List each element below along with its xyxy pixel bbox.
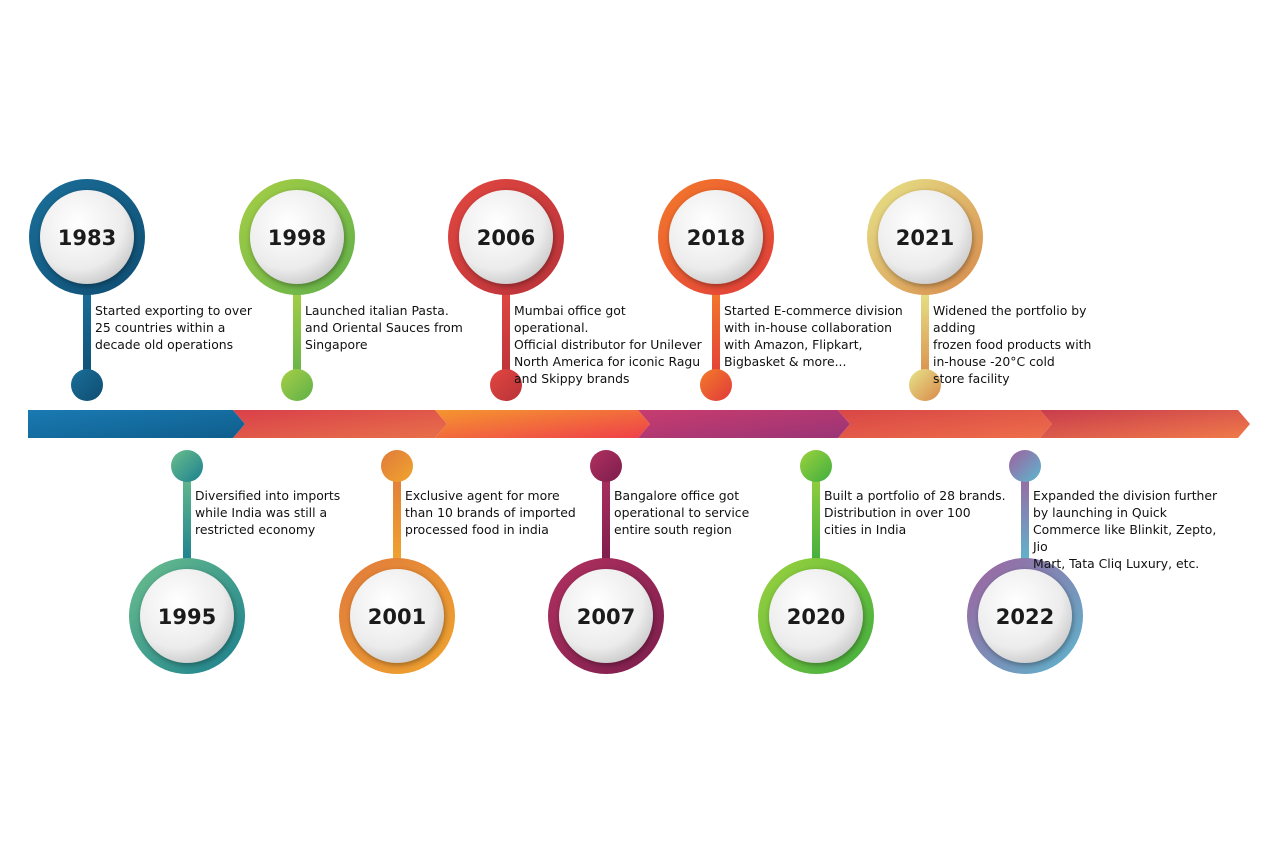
arrow-segment: [638, 410, 850, 438]
milestone-2018: 2018: [658, 179, 774, 401]
milestone-description: Bangalore office got operational to serv…: [614, 488, 750, 537]
milestone-description: Mumbai office got operational. Official …: [514, 303, 702, 386]
milestones: 1983 1995 1998 2001 2006 2007 2018 2020 2021 2022: [29, 179, 1083, 674]
milestone-2022: 2022: [967, 450, 1083, 674]
arrow-segment: [1040, 410, 1250, 438]
year-label: 2021: [896, 226, 954, 250]
connector-stem: [502, 287, 510, 385]
milestone-1998: 1998: [239, 179, 355, 401]
connector-stem: [602, 466, 610, 566]
year-label: 1998: [268, 226, 326, 250]
year-disc: [878, 190, 972, 284]
milestone-description: Diversified into imports while India was…: [195, 488, 341, 537]
milestone-1995: 1995: [129, 450, 245, 674]
milestone-description: Widened the portfolio by adding frozen f…: [933, 303, 1092, 386]
milestone-description: Started exporting to over 25 countries w…: [95, 303, 252, 352]
milestone-2020: 2020: [758, 450, 874, 674]
year-disc: [250, 190, 344, 284]
year-disc: [669, 190, 763, 284]
milestone-2006: 2006: [448, 179, 564, 401]
milestone-1983: 1983: [29, 179, 145, 401]
connector-stem: [183, 466, 191, 566]
year-label: 2006: [477, 226, 535, 250]
connector-dot: [800, 450, 832, 482]
year-disc: [978, 569, 1072, 663]
year-label: 1983: [58, 226, 116, 250]
milestone-description: Exclusive agent for more than 10 brands …: [405, 488, 576, 537]
year-label: 2018: [687, 226, 745, 250]
arrow-segment: [28, 410, 245, 438]
arrow-segment: [838, 410, 1052, 438]
year-disc: [559, 569, 653, 663]
year-label: 2022: [996, 605, 1054, 629]
connector-stem: [393, 466, 401, 566]
connector-stem: [293, 287, 301, 385]
year-label: 2020: [787, 605, 845, 629]
year-disc: [140, 569, 234, 663]
milestone-2021: 2021: [867, 179, 983, 401]
connector-stem: [1021, 466, 1029, 566]
connector-stem: [712, 287, 720, 385]
milestone-description: Expanded the division further by launchi…: [1033, 488, 1218, 571]
connector-dot: [590, 450, 622, 482]
arrow-segment: [233, 410, 447, 438]
year-disc: [769, 569, 863, 663]
milestone-description: Built a portfolio of 28 brands. Distribu…: [824, 488, 1006, 537]
year-disc: [459, 190, 553, 284]
connector-dot: [71, 369, 103, 401]
year-disc: [40, 190, 134, 284]
year-label: 1995: [158, 605, 216, 629]
connector-dot: [381, 450, 413, 482]
year-label: 2001: [368, 605, 426, 629]
connector-dot: [700, 369, 732, 401]
milestone-description: Launched italian Pasta. and Oriental Sau…: [305, 303, 463, 352]
connector-dot: [909, 369, 941, 401]
connector-dot: [281, 369, 313, 401]
milestone-2007: 2007: [548, 450, 664, 674]
timeline-arrow: [28, 410, 1250, 438]
arrow-segment: [435, 410, 650, 438]
connector-stem: [921, 287, 929, 385]
milestone-2001: 2001: [339, 450, 455, 674]
connector-dot: [1009, 450, 1041, 482]
connector-dot: [171, 450, 203, 482]
year-label: 2007: [577, 605, 635, 629]
connector-stem: [83, 287, 91, 385]
milestone-description: Started E-commerce division with in-hous…: [724, 303, 903, 369]
connector-dot: [490, 369, 522, 401]
connector-stem: [812, 466, 820, 566]
year-disc: [350, 569, 444, 663]
